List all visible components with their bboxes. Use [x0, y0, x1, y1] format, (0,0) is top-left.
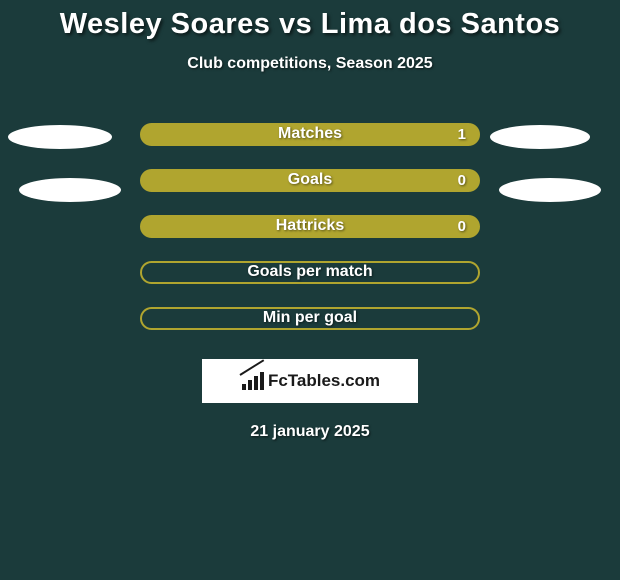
stat-value: 1: [458, 126, 466, 143]
chart-icon: [240, 372, 264, 390]
stat-value: 0: [458, 172, 466, 189]
stat-label: Min per goal: [263, 309, 357, 327]
logo-text: FcTables.com: [268, 371, 380, 391]
logo-box: FcTables.com: [202, 359, 418, 403]
stat-row: Goals per match: [0, 249, 620, 295]
stat-bar: Goals per match: [140, 261, 480, 284]
side-ellipse: [490, 125, 590, 149]
stat-value: 0: [458, 218, 466, 235]
side-ellipse: [19, 178, 121, 202]
date-text: 21 january 2025: [0, 423, 620, 441]
side-ellipse: [499, 178, 601, 202]
stat-bar: Matches 1: [140, 123, 480, 146]
stat-row: Hattricks 0: [0, 203, 620, 249]
stat-label: Goals: [288, 171, 332, 189]
stat-row: Min per goal: [0, 295, 620, 341]
stat-label: Goals per match: [247, 263, 372, 281]
side-ellipse: [8, 125, 112, 149]
stat-bar: Goals 0: [140, 169, 480, 192]
comparison-subtitle: Club competitions, Season 2025: [0, 55, 620, 73]
logo-content: FcTables.com: [240, 371, 380, 391]
stat-label: Hattricks: [276, 217, 344, 235]
stat-bar: Hattricks 0: [140, 215, 480, 238]
comparison-title: Wesley Soares vs Lima dos Santos: [0, 0, 620, 41]
stat-label: Matches: [278, 125, 342, 143]
stat-bar: Min per goal: [140, 307, 480, 330]
